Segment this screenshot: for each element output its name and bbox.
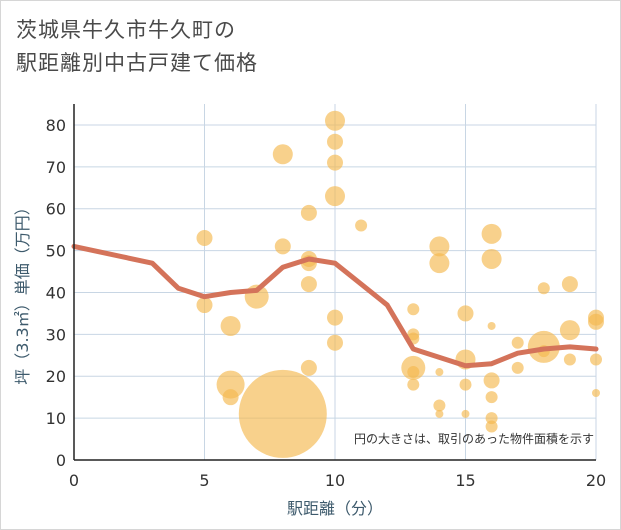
y-tick-label: 60 [46, 200, 66, 219]
bubble-point [220, 315, 241, 336]
bubble-point [327, 133, 343, 150]
bubble-point [325, 186, 345, 207]
bubble-point [563, 353, 576, 366]
chart-title-line-1: 茨城県牛久市牛久町の [16, 18, 236, 42]
x-tick-label: 15 [455, 471, 475, 490]
y-tick-label: 0 [56, 451, 66, 470]
y-tick-label: 40 [46, 283, 66, 302]
chart-title: 茨城県牛久市牛久町の 駅距離別中古戸建て価格 [16, 14, 258, 80]
bubble-point [196, 230, 213, 247]
bubble-point [429, 253, 450, 274]
bubble-point [435, 409, 444, 418]
bubble-point [588, 313, 604, 330]
bubble-point [272, 144, 293, 165]
x-tick-label: 0 [69, 471, 79, 490]
bubble-point [407, 303, 420, 316]
y-tick-label: 30 [46, 325, 66, 344]
axes [73, 104, 596, 461]
bubble-point [325, 110, 345, 131]
bubble-point [559, 320, 580, 341]
size-note: 円の大きさは、取引のあった物件面積を示す [354, 431, 594, 446]
bubble-point [592, 388, 600, 397]
bubble-point [561, 276, 578, 293]
bubble-point [327, 334, 343, 351]
chart-title-line-2: 駅距離別中古戸建て価格 [16, 51, 258, 75]
bubble-point [407, 378, 420, 391]
bubble-point [485, 412, 498, 425]
bubble-point [537, 282, 550, 295]
bubble-point [457, 305, 474, 322]
bubble-point [459, 378, 472, 391]
y-tick-label: 70 [46, 158, 66, 177]
bubble-point [433, 399, 446, 412]
bubble-point [461, 409, 470, 418]
bubble-point [481, 223, 502, 244]
bubble-point [590, 353, 602, 366]
y-tick-label: 10 [46, 409, 66, 428]
bubble-point [511, 361, 524, 374]
bubbles [196, 110, 604, 458]
bubble-point [196, 297, 213, 314]
bubble-point [429, 236, 450, 257]
bubble-point [300, 276, 317, 293]
x-tick-label: 10 [325, 471, 345, 490]
y-tick-label: 20 [46, 367, 66, 386]
trend-line [71, 243, 599, 369]
bubble-point [216, 370, 245, 399]
bubble-point [485, 420, 498, 433]
tick-labels: 0 5 10 15 20 0 10 20 30 40 50 60 70 80 [46, 116, 607, 490]
bubble-point [435, 368, 444, 377]
bubble-point [300, 204, 317, 221]
x-tick-label: 5 [199, 471, 209, 490]
bubble-point [511, 336, 524, 349]
bubble-point [481, 248, 502, 269]
x-tick-label: 20 [586, 471, 606, 490]
bubble-point [222, 389, 239, 406]
y-axis-label: 坪（3.3㎡）単価（万円） [13, 199, 32, 384]
bubble-point [485, 391, 498, 404]
bubble-point [487, 321, 496, 330]
bubble-point [355, 219, 368, 232]
bubble-point [300, 359, 317, 376]
bubble-point [407, 366, 420, 379]
bubble-point [327, 309, 343, 326]
x-axis-label: 駅距離（分） [287, 499, 383, 518]
bubble-point [483, 372, 500, 389]
bubble-point [238, 369, 327, 458]
y-tick-label: 50 [46, 242, 66, 261]
bubble-point [327, 154, 343, 171]
bubble-point [274, 238, 291, 255]
y-tick-label: 80 [46, 116, 66, 135]
